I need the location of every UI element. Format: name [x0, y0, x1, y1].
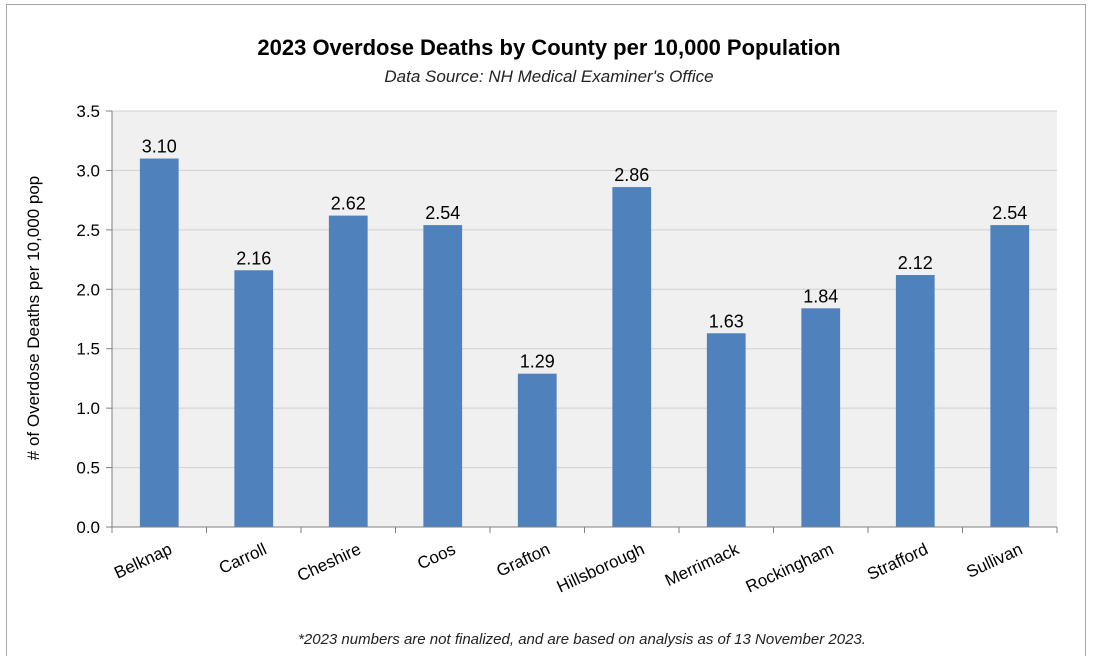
bar — [612, 187, 652, 527]
data-label: 1.29 — [520, 352, 555, 372]
y-tick-label: 0.5 — [76, 459, 100, 478]
x-tick-label: Coos — [414, 539, 458, 573]
x-tick-label: Sullivan — [963, 539, 1025, 581]
data-label: 2.12 — [898, 253, 933, 273]
bar — [423, 225, 463, 528]
y-tick-label: 3.5 — [76, 102, 100, 121]
data-label: 2.62 — [331, 194, 366, 214]
bars: 3.10 2.16 2.62 2.54 1.29 2.86 1.63 1.84 2.12 2.54 — [139, 137, 1030, 528]
y-tick-label: 2.0 — [76, 280, 100, 299]
bar — [895, 275, 935, 527]
data-label: 2.54 — [425, 203, 460, 223]
bar — [234, 270, 274, 527]
y-tick-label: 1.0 — [76, 399, 100, 418]
data-label: 3.10 — [142, 137, 177, 157]
x-tick-label: Merrimack — [662, 539, 742, 590]
x-tick-label: Hillsborough — [554, 539, 648, 596]
data-label: 2.16 — [236, 248, 271, 268]
y-axis-label: # of Overdose Deaths per 10,000 pop — [24, 176, 43, 460]
y-tick-label: 0.0 — [76, 518, 100, 537]
x-tick-label: Rockingham — [743, 539, 837, 596]
data-label: 1.63 — [709, 311, 744, 331]
bar — [517, 373, 557, 527]
bar — [328, 215, 368, 527]
data-label: 2.86 — [614, 165, 649, 185]
y-tick-label: 3.0 — [76, 161, 100, 180]
bar — [706, 333, 746, 527]
bar — [990, 225, 1030, 528]
x-tick-label: Carroll — [216, 539, 269, 577]
x-tick-label: Belknap — [111, 539, 175, 582]
y-tick-label: 2.5 — [76, 221, 100, 240]
data-label: 1.84 — [803, 286, 838, 306]
bar — [801, 308, 841, 527]
x-tick-label: Grafton — [494, 539, 553, 580]
footnote: *2023 numbers are not finalized, and are… — [298, 631, 866, 648]
chart-subtitle: Data Source: NH Medical Examiner's Offic… — [384, 67, 713, 86]
chart-title: 2023 Overdose Deaths by County per 10,00… — [257, 35, 840, 60]
x-tick-label: Cheshire — [294, 539, 364, 585]
y-tick-label: 1.5 — [76, 340, 100, 359]
bar — [139, 158, 179, 528]
x-tick-label: Strafford — [864, 539, 931, 584]
data-label: 2.54 — [992, 203, 1027, 223]
